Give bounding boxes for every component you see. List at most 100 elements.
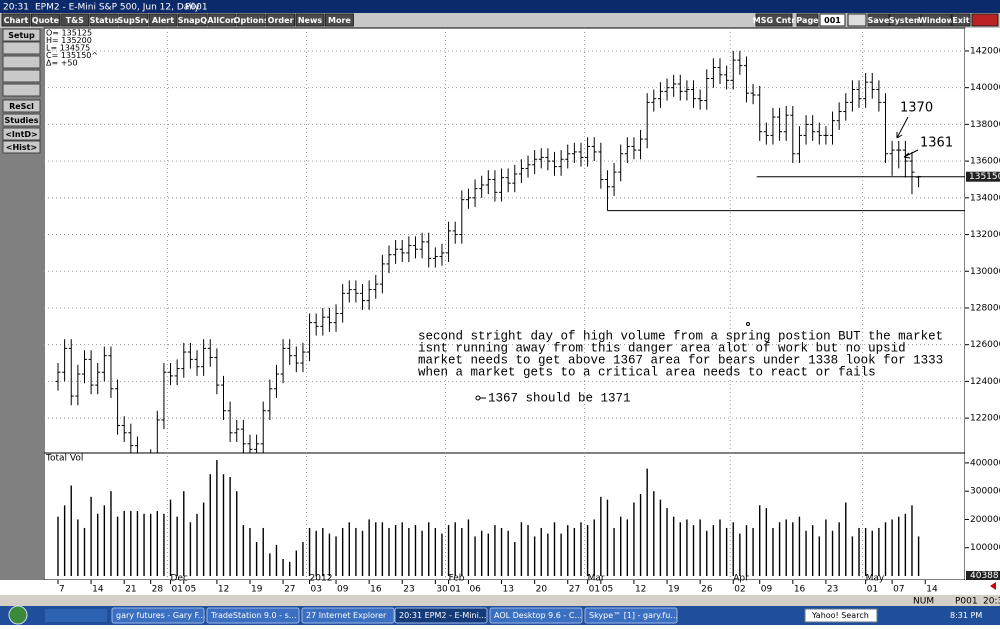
search-box[interactable] xyxy=(804,608,878,623)
menu-button[interactable] xyxy=(30,13,60,27)
y-tick-label: 128000 xyxy=(970,303,1000,313)
chart-frame xyxy=(43,27,966,581)
taskbar-label: gary futures - Gary F... xyxy=(116,611,205,620)
sidebar-button[interactable] xyxy=(2,113,41,127)
x-tick-label: 27 xyxy=(284,585,295,595)
x-tick-label: 14 xyxy=(926,585,938,595)
menu-button[interactable] xyxy=(295,13,325,27)
ohlc-info: L= 134575 xyxy=(46,44,90,53)
menu-label: AllCon xyxy=(207,16,236,25)
menu-label: Options xyxy=(234,16,269,25)
taskbar-item[interactable] xyxy=(111,607,205,624)
x-tick-label: 05 xyxy=(185,585,196,595)
correction-note: 1367 should be 1371 xyxy=(488,391,631,405)
x-tick-label: 14 xyxy=(92,585,104,595)
x-tick-label: 13 xyxy=(503,585,514,595)
page-id: P001 xyxy=(185,3,208,13)
x-tick-label: 30 xyxy=(436,585,448,595)
x-tick-label: 12 xyxy=(218,585,229,595)
sidebar-label: Studies xyxy=(5,116,39,125)
callout: 1370 xyxy=(900,101,933,116)
quick-launch xyxy=(45,609,107,622)
taskbar-item[interactable] xyxy=(584,607,678,624)
last-volume-label: 40388 xyxy=(970,571,999,581)
title-bar xyxy=(0,0,1000,13)
ohlc-info: O= 135125 xyxy=(46,29,92,38)
taskbar-item[interactable] xyxy=(489,607,583,624)
x-tick-label: 01 xyxy=(450,585,461,595)
x-tick-label: 09 xyxy=(337,585,349,595)
start-button[interactable] xyxy=(8,605,28,625)
sidebar-icon[interactable] xyxy=(2,55,41,69)
annotation: isnt running away from this danger area … xyxy=(418,341,906,355)
menu-label: SupSrv xyxy=(118,16,151,25)
menu-button[interactable] xyxy=(324,13,354,27)
y-tick-label: 132000 xyxy=(970,230,1000,240)
sidebar-button[interactable] xyxy=(2,127,41,141)
toolbar-button[interactable] xyxy=(920,13,952,27)
page-arrows[interactable] xyxy=(847,13,867,27)
sidebar-label: <Hist> xyxy=(6,143,37,152)
menu-label: Order xyxy=(268,16,294,25)
price-bars xyxy=(55,50,922,453)
menu-button[interactable] xyxy=(266,13,296,27)
sidebar-icon[interactable] xyxy=(2,83,41,97)
toolbar-button[interactable] xyxy=(819,13,846,27)
taskbar-label: Skype™ [1] - gary.fu... xyxy=(589,611,678,620)
x-tick-label: 16 xyxy=(370,585,382,595)
callout-arrow xyxy=(903,149,919,159)
menu-button[interactable] xyxy=(60,13,90,27)
taskbar-label: AOL Desktop 9.6 - C... xyxy=(494,611,582,620)
y-tick-label: 140000 xyxy=(970,83,1000,93)
x-tick-label: 21 xyxy=(125,585,136,595)
toolbar-label: Exit xyxy=(952,16,969,25)
x-tick-label: 03 xyxy=(311,585,322,595)
toolbar-button[interactable] xyxy=(796,13,819,27)
close-button[interactable] xyxy=(971,13,999,27)
toolbar-label: Page xyxy=(796,16,819,25)
taskbar-item[interactable] xyxy=(394,607,488,624)
toolbar-label: Window xyxy=(918,16,954,25)
menu-button[interactable] xyxy=(119,13,149,27)
menu-button[interactable] xyxy=(236,13,266,27)
menu-button[interactable] xyxy=(177,13,207,27)
taskbar-item[interactable] xyxy=(206,607,300,624)
menu-button[interactable] xyxy=(89,13,119,27)
month-label: Dec xyxy=(171,574,188,584)
x-tick-label: 26 xyxy=(701,585,713,595)
menu-label: T&S xyxy=(66,16,84,25)
y-tick-label: 130000 xyxy=(970,267,1000,277)
sidebar-icon[interactable] xyxy=(2,69,41,83)
taskbar-item[interactable] xyxy=(301,607,395,624)
x-tick-label: 23 xyxy=(403,585,414,595)
menu-button[interactable] xyxy=(1,13,31,27)
x-tick-label: 27 xyxy=(569,585,580,595)
taskbar-label: 20:31 EPM2 - E-Mini... xyxy=(399,611,486,620)
x-tick-label: 20 xyxy=(536,585,548,595)
annotation: when a market gets to a critical area ne… xyxy=(418,365,876,379)
toolbar-label: Save xyxy=(868,16,890,25)
volume-label: Total Vol xyxy=(45,454,83,464)
toolbar-button[interactable] xyxy=(755,13,793,27)
sidebar-button[interactable] xyxy=(2,140,41,154)
menu-button[interactable] xyxy=(148,13,178,27)
toolbar-button[interactable] xyxy=(951,13,971,27)
x-tick-label: 28 xyxy=(152,585,164,595)
menu-button[interactable] xyxy=(207,13,237,27)
sidebar-button[interactable] xyxy=(2,28,41,42)
status-field: P001 xyxy=(955,597,978,607)
y-tick-label: 124000 xyxy=(970,377,1000,387)
menu-label: More xyxy=(328,16,351,25)
status-field: NUM xyxy=(913,597,934,607)
ohlc-info: Δ= +50 xyxy=(46,59,78,68)
status-field: 20:31 xyxy=(983,597,1000,607)
sidebar-button[interactable] xyxy=(2,99,41,113)
annotation: second stright day of high volume from a… xyxy=(418,329,943,343)
toolbar-button[interactable] xyxy=(867,13,890,27)
ohlc-info: C= 135150^ xyxy=(46,51,98,60)
sidebar-icon[interactable] xyxy=(2,41,41,55)
clock: 20:31 xyxy=(3,3,29,13)
scroll-arrow[interactable] xyxy=(990,582,996,590)
